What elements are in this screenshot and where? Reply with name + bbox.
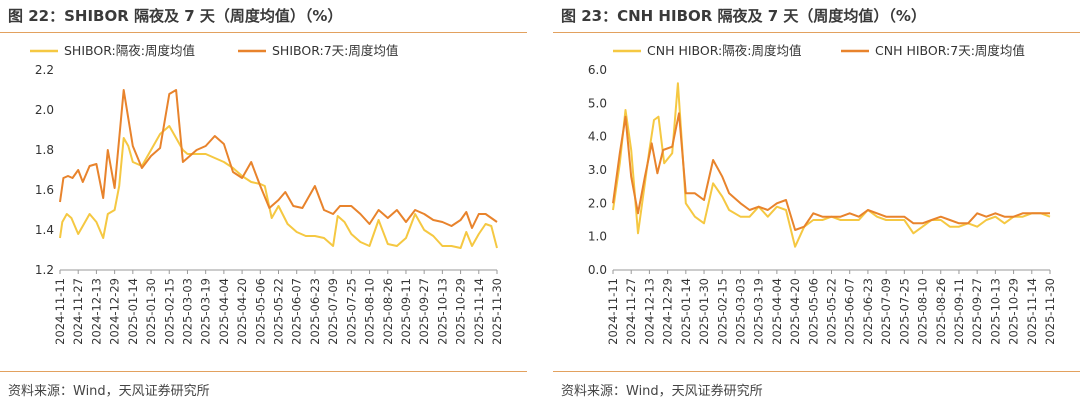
x-tick-label: 2025-03-19: [199, 278, 213, 345]
x-tick-label: 2025-02-15: [162, 278, 176, 345]
x-tick-label: 2025-09-27: [417, 278, 431, 345]
y-tick-label: 1.2: [35, 263, 54, 277]
x-tick-label: 2025-11-30: [490, 278, 504, 345]
x-tick-label: 2025-10-13: [988, 278, 1002, 345]
series-line-1: [612, 82, 1051, 248]
x-tick-label: 2025-01-30: [697, 278, 711, 345]
source-rule: [0, 371, 527, 372]
x-tick-label: 2025-09-27: [970, 278, 984, 345]
x-tick-label: 2024-12-13: [89, 278, 103, 345]
x-tick-label: 2024-12-29: [661, 278, 675, 345]
x-tick-label: 2025-05-06: [806, 278, 820, 345]
x-tick-label: 2025-05-06: [253, 278, 267, 345]
x-tick-label: 2024-11-27: [624, 278, 638, 345]
x-tick-label: 2025-11-14: [472, 278, 486, 345]
x-tick-label: 2025-08-10: [916, 278, 930, 345]
x-tick-label: 2025-06-07: [843, 278, 857, 345]
y-tick-label: 2.0: [588, 196, 607, 210]
x-tick-label: 2025-10-29: [454, 278, 468, 345]
title-rule: [553, 32, 1080, 33]
x-tick-label: 2025-01-14: [126, 278, 140, 345]
x-tick-label: 2025-09-11: [952, 278, 966, 345]
x-tick-label: 2025-10-29: [1007, 278, 1021, 345]
x-tick-label: 2024-12-13: [642, 278, 656, 345]
x-tick-label: 2025-11-30: [1043, 278, 1057, 345]
y-tick-label: 1.0: [588, 230, 607, 244]
x-tick-label: 2024-11-27: [71, 278, 85, 345]
x-tick-label: 2025-01-30: [144, 278, 158, 345]
y-tick-label: 5.0: [588, 96, 607, 110]
x-tick-label: 2024-12-29: [108, 278, 122, 345]
x-tick-label: 2025-10-13: [435, 278, 449, 345]
x-tick-label: 2025-04-04: [770, 278, 784, 345]
x-tick-label: 2025-03-03: [180, 278, 194, 345]
x-tick-label: 2025-05-22: [825, 278, 839, 345]
series-line-1: [59, 125, 498, 249]
x-tick-label: 2025-06-23: [308, 278, 322, 345]
x-tick-label: 2024-11-11: [606, 278, 620, 345]
x-tick-label: 2025-04-20: [788, 278, 802, 345]
legend-label: CNH HIBOR:隔夜:周度均值: [647, 43, 801, 58]
x-tick-label: 2025-09-11: [399, 278, 413, 345]
x-tick-label: 2025-07-25: [344, 278, 358, 345]
x-tick-label: 2025-03-19: [752, 278, 766, 345]
y-tick-label: 2.0: [35, 103, 54, 117]
title-rule: [0, 32, 527, 33]
source-note: 资料来源：Wind，天风证券研究所: [8, 384, 210, 399]
x-tick-label: 2025-08-26: [934, 278, 948, 345]
legend-label: SHIBOR:7天:周度均值: [272, 43, 398, 58]
source-note: 资料来源：Wind，天风证券研究所: [561, 384, 763, 399]
x-tick-label: 2024-11-11: [53, 278, 67, 345]
x-tick-label: 2025-03-03: [733, 278, 747, 345]
x-tick-label: 2025-06-23: [861, 278, 875, 345]
shibor-line-chart: 1.2 1.4 1.6 1.8 2.0 2.2 2024-11-11 2024-11-27 20…: [30, 43, 504, 345]
x-tick-label: 2025-04-20: [235, 278, 249, 345]
source-rule: [553, 371, 1080, 372]
x-tick-label: 2025-04-04: [217, 278, 231, 345]
x-tick-label: 2025-02-15: [715, 278, 729, 345]
x-tick-label: 2025-08-26: [381, 278, 395, 345]
x-tick-label: 2025-06-07: [290, 278, 304, 345]
x-tick-label: 2025-07-09: [326, 278, 340, 345]
chart-panel-shibor: 图 22：SHIBOR 隔夜及 7 天（周度均值）（%） 1.2 1.4 1.6 1.…: [0, 0, 527, 402]
x-tick-label: 2025-08-10: [363, 278, 377, 345]
y-tick-label: 6.0: [588, 63, 607, 77]
legend-label: CNH HIBOR:7天:周度均值: [875, 43, 1025, 58]
x-tick-label: 2025-07-25: [897, 278, 911, 345]
x-tick-label: 2025-07-09: [879, 278, 893, 345]
series-line-2: [612, 112, 1050, 231]
y-tick-label: 3.0: [588, 163, 607, 177]
chart-panel-cnh-hibor: 图 23：CNH HIBOR 隔夜及 7 天（周度均值）（%） 0.0 1.0 2.…: [553, 0, 1080, 402]
figure-title: 图 22：SHIBOR 隔夜及 7 天（周度均值）（%）: [8, 7, 343, 25]
y-tick-label: 0.0: [588, 263, 607, 277]
series-line-2: [59, 89, 498, 229]
y-tick-label: 1.8: [35, 143, 54, 157]
legend-label: SHIBOR:隔夜:周度均值: [64, 43, 195, 58]
x-tick-label: 2025-05-22: [272, 278, 286, 345]
y-tick-label: 1.4: [35, 223, 54, 237]
cnh-hibor-line-chart: 0.0 1.0 2.0 3.0 4.0 5.0 6.0 2024-11-11 2024-11-2…: [588, 43, 1057, 345]
x-tick-label: 2025-01-14: [679, 278, 693, 345]
y-tick-label: 4.0: [588, 130, 607, 144]
y-tick-label: 2.2: [35, 63, 54, 77]
figure-title: 图 23：CNH HIBOR 隔夜及 7 天（周度均值）（%）: [561, 7, 926, 25]
x-tick-label: 2025-11-14: [1025, 278, 1039, 345]
y-tick-label: 1.6: [35, 183, 54, 197]
